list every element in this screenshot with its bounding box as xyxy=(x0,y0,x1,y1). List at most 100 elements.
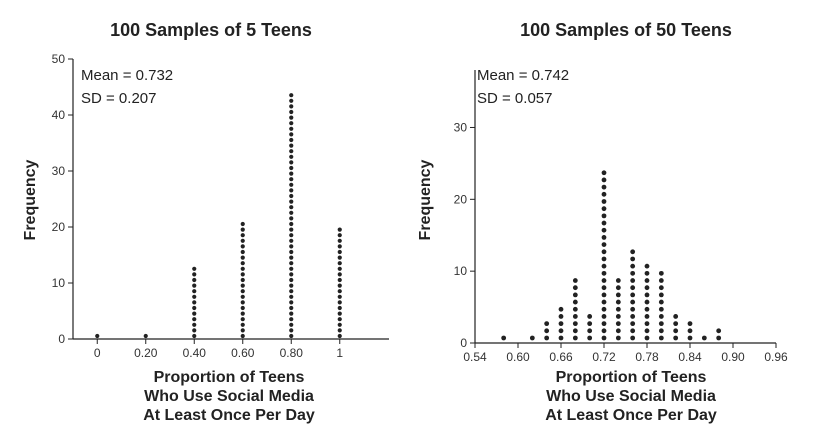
data-dot xyxy=(615,306,621,312)
data-dot xyxy=(337,249,342,255)
data-dot xyxy=(337,294,342,299)
data-dot xyxy=(601,191,607,197)
x-tick-label: 0.78 xyxy=(635,350,659,364)
chart-right-plot: 0 10 20 30 0.54 0.60 0.66 0.72 0.78 0.84 0.90 0.96 xyxy=(454,70,788,364)
data-dot xyxy=(630,328,636,334)
data-dot xyxy=(337,283,342,288)
data-dot xyxy=(192,266,197,271)
data-dot xyxy=(658,299,664,305)
data-dot xyxy=(601,199,607,204)
data-dot xyxy=(615,321,621,327)
data-dot xyxy=(716,328,722,334)
data-dot xyxy=(587,328,593,334)
x-tick-label: 1 xyxy=(336,346,343,360)
data-dot xyxy=(289,154,294,159)
data-dot xyxy=(716,335,722,341)
x-tick-label: 0.96 xyxy=(764,350,788,364)
data-dot xyxy=(601,242,607,248)
x-tick-label: 0.84 xyxy=(678,350,702,364)
data-dot xyxy=(337,227,342,232)
data-dot xyxy=(658,278,664,283)
data-dot xyxy=(601,263,607,269)
data-dot xyxy=(337,305,342,311)
data-dot xyxy=(630,278,636,283)
data-dot xyxy=(192,272,197,277)
data-dot xyxy=(529,335,535,341)
data-dot xyxy=(501,335,507,341)
data-dot xyxy=(289,272,294,277)
data-dot xyxy=(289,182,294,187)
y-tick-label: 0 xyxy=(460,336,467,350)
data-dot xyxy=(240,238,245,243)
data-dot xyxy=(687,335,693,341)
data-dot xyxy=(240,300,245,305)
data-dot xyxy=(192,305,197,311)
data-dot xyxy=(644,335,650,341)
data-dot xyxy=(544,328,550,334)
data-dot xyxy=(337,300,342,305)
data-dot xyxy=(544,321,550,327)
data-dot xyxy=(289,249,294,255)
data-dot xyxy=(240,333,245,339)
data-dot xyxy=(289,193,294,199)
data-dot xyxy=(240,221,245,227)
data-dot xyxy=(192,328,197,333)
data-dot xyxy=(615,278,621,283)
data-dot xyxy=(601,220,607,226)
data-dot xyxy=(601,206,607,212)
data-dot xyxy=(615,328,621,334)
data-dot xyxy=(630,314,636,319)
data-dot xyxy=(572,314,578,319)
y-tick-label: 20 xyxy=(454,192,468,206)
x-tick-label: 0.72 xyxy=(592,350,616,364)
data-dot xyxy=(630,263,636,269)
data-dot xyxy=(337,333,342,339)
chart-right-mean: Mean = 0.742 xyxy=(477,67,569,84)
data-dot xyxy=(601,235,607,240)
x-tick-label: 0 xyxy=(94,346,101,360)
y-tick-label: 0 xyxy=(58,332,65,346)
data-dot xyxy=(673,335,679,341)
data-dot xyxy=(644,306,650,312)
data-dot xyxy=(601,177,607,183)
data-dot xyxy=(601,227,607,233)
data-dot xyxy=(289,149,294,154)
data-dot xyxy=(544,335,550,341)
chart-left-sd: SD = 0.207 xyxy=(81,90,156,107)
chart-right-xlabel-line2: Who Use Social Media xyxy=(546,388,716,405)
data-dot xyxy=(240,266,245,271)
chart-left: 100 Samples of 5 Teens Mean = 0.732 SD =… xyxy=(22,20,389,424)
data-dot xyxy=(192,317,197,322)
chart-right: 100 Samples of 50 Teens Mean = 0.742 SD … xyxy=(417,20,788,424)
data-dot xyxy=(240,328,245,333)
data-dot xyxy=(644,285,650,291)
data-dot xyxy=(601,299,607,305)
data-dot xyxy=(240,322,245,327)
data-dot xyxy=(601,249,607,255)
data-dot xyxy=(240,272,245,277)
data-dot xyxy=(630,270,636,276)
chart-left-plot: 0 10 20 30 40 50 0 0.20 0.40 0.60 0.80 1 xyxy=(52,52,389,360)
data-dot xyxy=(192,300,197,305)
data-dot xyxy=(337,255,342,260)
data-dot xyxy=(192,311,197,316)
data-dot xyxy=(337,233,342,238)
data-dot xyxy=(615,314,621,319)
data-dot xyxy=(289,210,294,215)
data-dot xyxy=(630,306,636,312)
data-dot xyxy=(644,278,650,283)
data-dot xyxy=(601,321,607,327)
data-dot xyxy=(658,270,664,276)
x-tick-label: 0.54 xyxy=(463,350,487,364)
data-dot xyxy=(644,314,650,319)
data-dot xyxy=(630,292,636,298)
data-dot xyxy=(615,335,621,341)
data-dot xyxy=(601,278,607,283)
data-dot xyxy=(289,333,294,339)
data-dot xyxy=(337,272,342,277)
x-tick-label: 0.60 xyxy=(231,346,255,360)
data-dot xyxy=(289,143,294,148)
data-dot xyxy=(289,205,294,210)
data-dot xyxy=(601,213,607,219)
data-dot xyxy=(95,333,100,339)
